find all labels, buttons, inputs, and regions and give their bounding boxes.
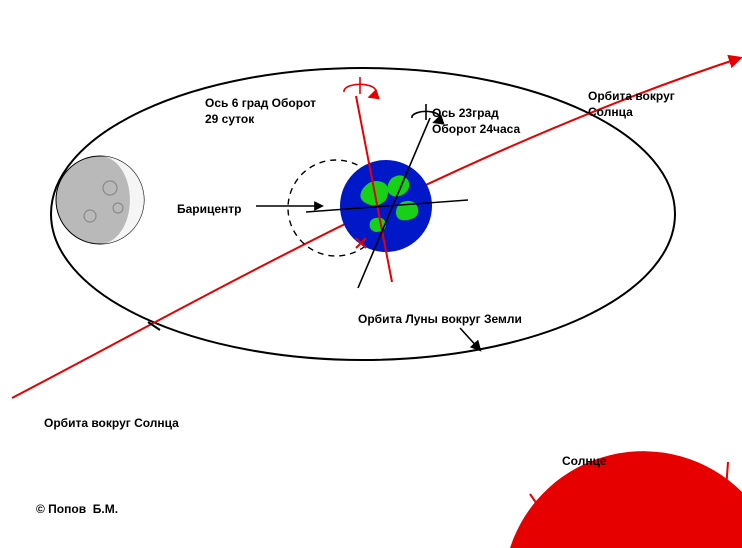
label-sun-orbit-top: Орбита вокруг Солнца — [588, 89, 675, 120]
label-sun-orbit-bottom: Орбита вокруг Солнца — [44, 416, 179, 432]
diagram-canvas — [0, 0, 742, 548]
label-copyright: © Попов Б.М. — [36, 502, 118, 518]
label-axis23: Ось 23град Оборот 24часа — [432, 106, 520, 137]
label-barycenter: Барицентр — [177, 202, 242, 218]
label-axis6: Ось 6 град Оборот 29 суток — [205, 96, 316, 127]
label-sun: Солнце — [562, 454, 607, 470]
label-moon-orbit: Орбита Луны вокруг Земли — [358, 312, 522, 328]
